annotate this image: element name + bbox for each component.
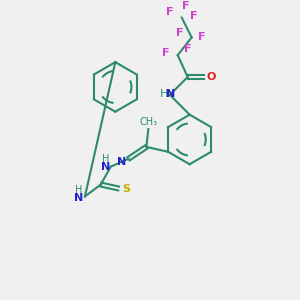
Text: F: F bbox=[190, 11, 197, 21]
Text: O: O bbox=[207, 72, 216, 82]
Text: N: N bbox=[101, 162, 110, 172]
Text: F: F bbox=[198, 32, 205, 42]
Text: F: F bbox=[162, 48, 169, 58]
Text: N: N bbox=[117, 157, 126, 167]
Text: F: F bbox=[166, 7, 174, 16]
Text: H: H bbox=[102, 154, 110, 164]
Text: CH₃: CH₃ bbox=[139, 117, 158, 127]
Text: F: F bbox=[182, 1, 189, 11]
Text: N: N bbox=[74, 194, 84, 203]
Text: N: N bbox=[166, 89, 176, 99]
Text: F: F bbox=[184, 44, 191, 54]
Text: S: S bbox=[123, 184, 130, 194]
Text: H: H bbox=[160, 89, 168, 99]
Text: F: F bbox=[176, 28, 184, 38]
Text: H: H bbox=[75, 185, 83, 196]
